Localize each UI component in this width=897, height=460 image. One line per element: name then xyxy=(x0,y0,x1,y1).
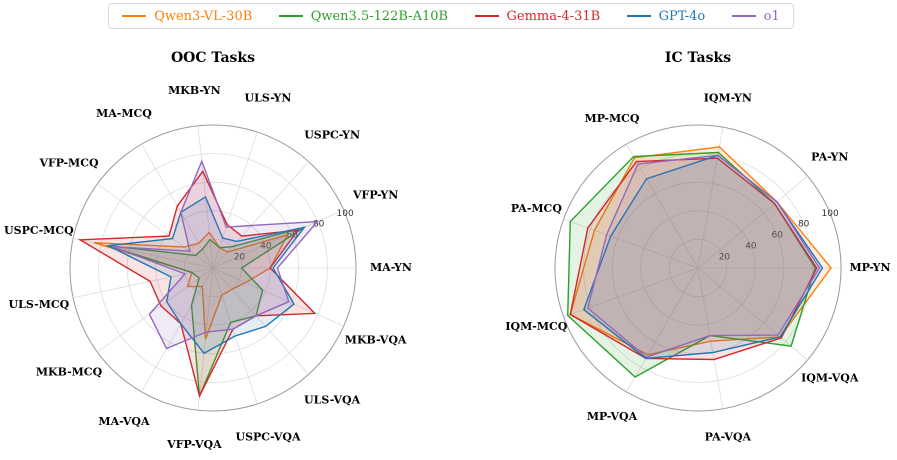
legend-label: Qwen3-VL-30B xyxy=(154,8,253,24)
legend-swatch xyxy=(278,15,303,17)
legend-swatch xyxy=(474,15,499,17)
tick-label: 80 xyxy=(798,220,810,230)
tick-label: 80 xyxy=(313,220,325,230)
category-label: USPC-YN xyxy=(304,129,360,142)
series-polygon xyxy=(569,157,818,361)
legend-swatch xyxy=(122,15,147,17)
grid-spoke xyxy=(73,267,214,299)
category-label: ULS-VQA xyxy=(304,393,361,406)
category-label: MA-VQA xyxy=(98,415,150,428)
category-label: MA-YN xyxy=(370,261,412,274)
legend-entry: GPT-4o xyxy=(626,8,706,24)
legend: Qwen3-VL-30B Qwen3.5-122B-A10B Gemma-4-31B… xyxy=(108,3,794,29)
category-label: PA-YN xyxy=(811,150,848,163)
category-label: IQM-VQA xyxy=(801,372,859,385)
legend-entry: Gemma-4-31B xyxy=(474,8,601,24)
series-polygon xyxy=(569,146,832,356)
tick-label: 40 xyxy=(745,242,757,252)
chart-title-ooc: OOC Tasks xyxy=(171,50,255,66)
grid-spoke xyxy=(563,267,699,318)
grid-spoke xyxy=(697,175,808,269)
category-label: MA-MCQ xyxy=(96,107,152,120)
series-polygon xyxy=(587,154,821,358)
grid-spoke xyxy=(212,161,309,269)
category-label: MKB-YN xyxy=(168,84,221,97)
grid-spoke xyxy=(212,209,344,269)
chart-title-ic: IC Tasks xyxy=(665,50,731,66)
legend-label: GPT-4o xyxy=(658,8,706,24)
grid-spoke xyxy=(697,267,724,409)
category-label: USPC-MCQ xyxy=(4,224,74,237)
grid-spoke xyxy=(563,218,699,269)
radar-ic: 20 40 60 80 100 MP-YN PA-YN IQM-YN MP-MCQ PA-MCQ I… xyxy=(505,92,890,444)
tick-label: 40 xyxy=(260,242,272,252)
tick-label: 100 xyxy=(822,209,839,219)
category-label: PA-MCQ xyxy=(511,202,563,215)
category-label: PA-VQA xyxy=(705,430,752,443)
grid-spoke xyxy=(212,131,258,269)
legend-swatch xyxy=(731,15,756,17)
grid-spoke xyxy=(97,183,214,269)
grid-spoke xyxy=(97,267,214,353)
category-label: VFP-MCQ xyxy=(38,156,99,169)
grid-spoke xyxy=(212,267,344,327)
radar-ooc: 20406080100MA-YNVFP-YNUSPC-YNULS-YNMKB-Y… xyxy=(4,84,412,451)
category-label: ULS-MCQ xyxy=(9,298,70,311)
tick-label: 20 xyxy=(234,253,246,263)
category-label: MP-VQA xyxy=(587,410,638,423)
series-polygon xyxy=(105,195,307,355)
tick-label: 20 xyxy=(719,253,731,263)
category-label: VFP-YN xyxy=(352,189,398,202)
grid-spoke xyxy=(212,267,309,375)
category-label: IQM-MCQ xyxy=(505,320,567,333)
legend-entry: Qwen3.5-122B-A10B xyxy=(278,8,449,24)
legend-entry: Qwen3-VL-30B xyxy=(122,9,252,24)
grid-spoke xyxy=(626,143,699,269)
category-label: VFP-VQA xyxy=(166,438,222,451)
category-label: MKB-VQA xyxy=(345,333,407,346)
category-label: IQM-YN xyxy=(704,92,752,105)
series-polygon xyxy=(107,226,305,397)
legend-entry: o1 xyxy=(731,8,780,24)
legend-label: o1 xyxy=(763,8,780,24)
grid-spoke xyxy=(697,127,724,269)
grid-spoke xyxy=(626,267,699,393)
tick-label: 60 xyxy=(772,231,784,241)
tick-label: 100 xyxy=(337,209,354,219)
category-label: USPC-VQA xyxy=(236,430,301,443)
grid-spoke xyxy=(141,267,214,393)
category-label: MP-MCQ xyxy=(585,112,640,125)
grid-spoke xyxy=(697,267,808,361)
legend-label: Gemma-4-31B xyxy=(506,8,601,24)
category-label: MP-YN xyxy=(849,261,890,274)
legend-label: Qwen3.5-122B-A10B xyxy=(310,8,449,24)
category-label: MKB-MCQ xyxy=(36,366,103,379)
series-polygon xyxy=(112,159,320,350)
legend-swatch xyxy=(626,15,651,17)
category-label: ULS-YN xyxy=(245,92,292,105)
